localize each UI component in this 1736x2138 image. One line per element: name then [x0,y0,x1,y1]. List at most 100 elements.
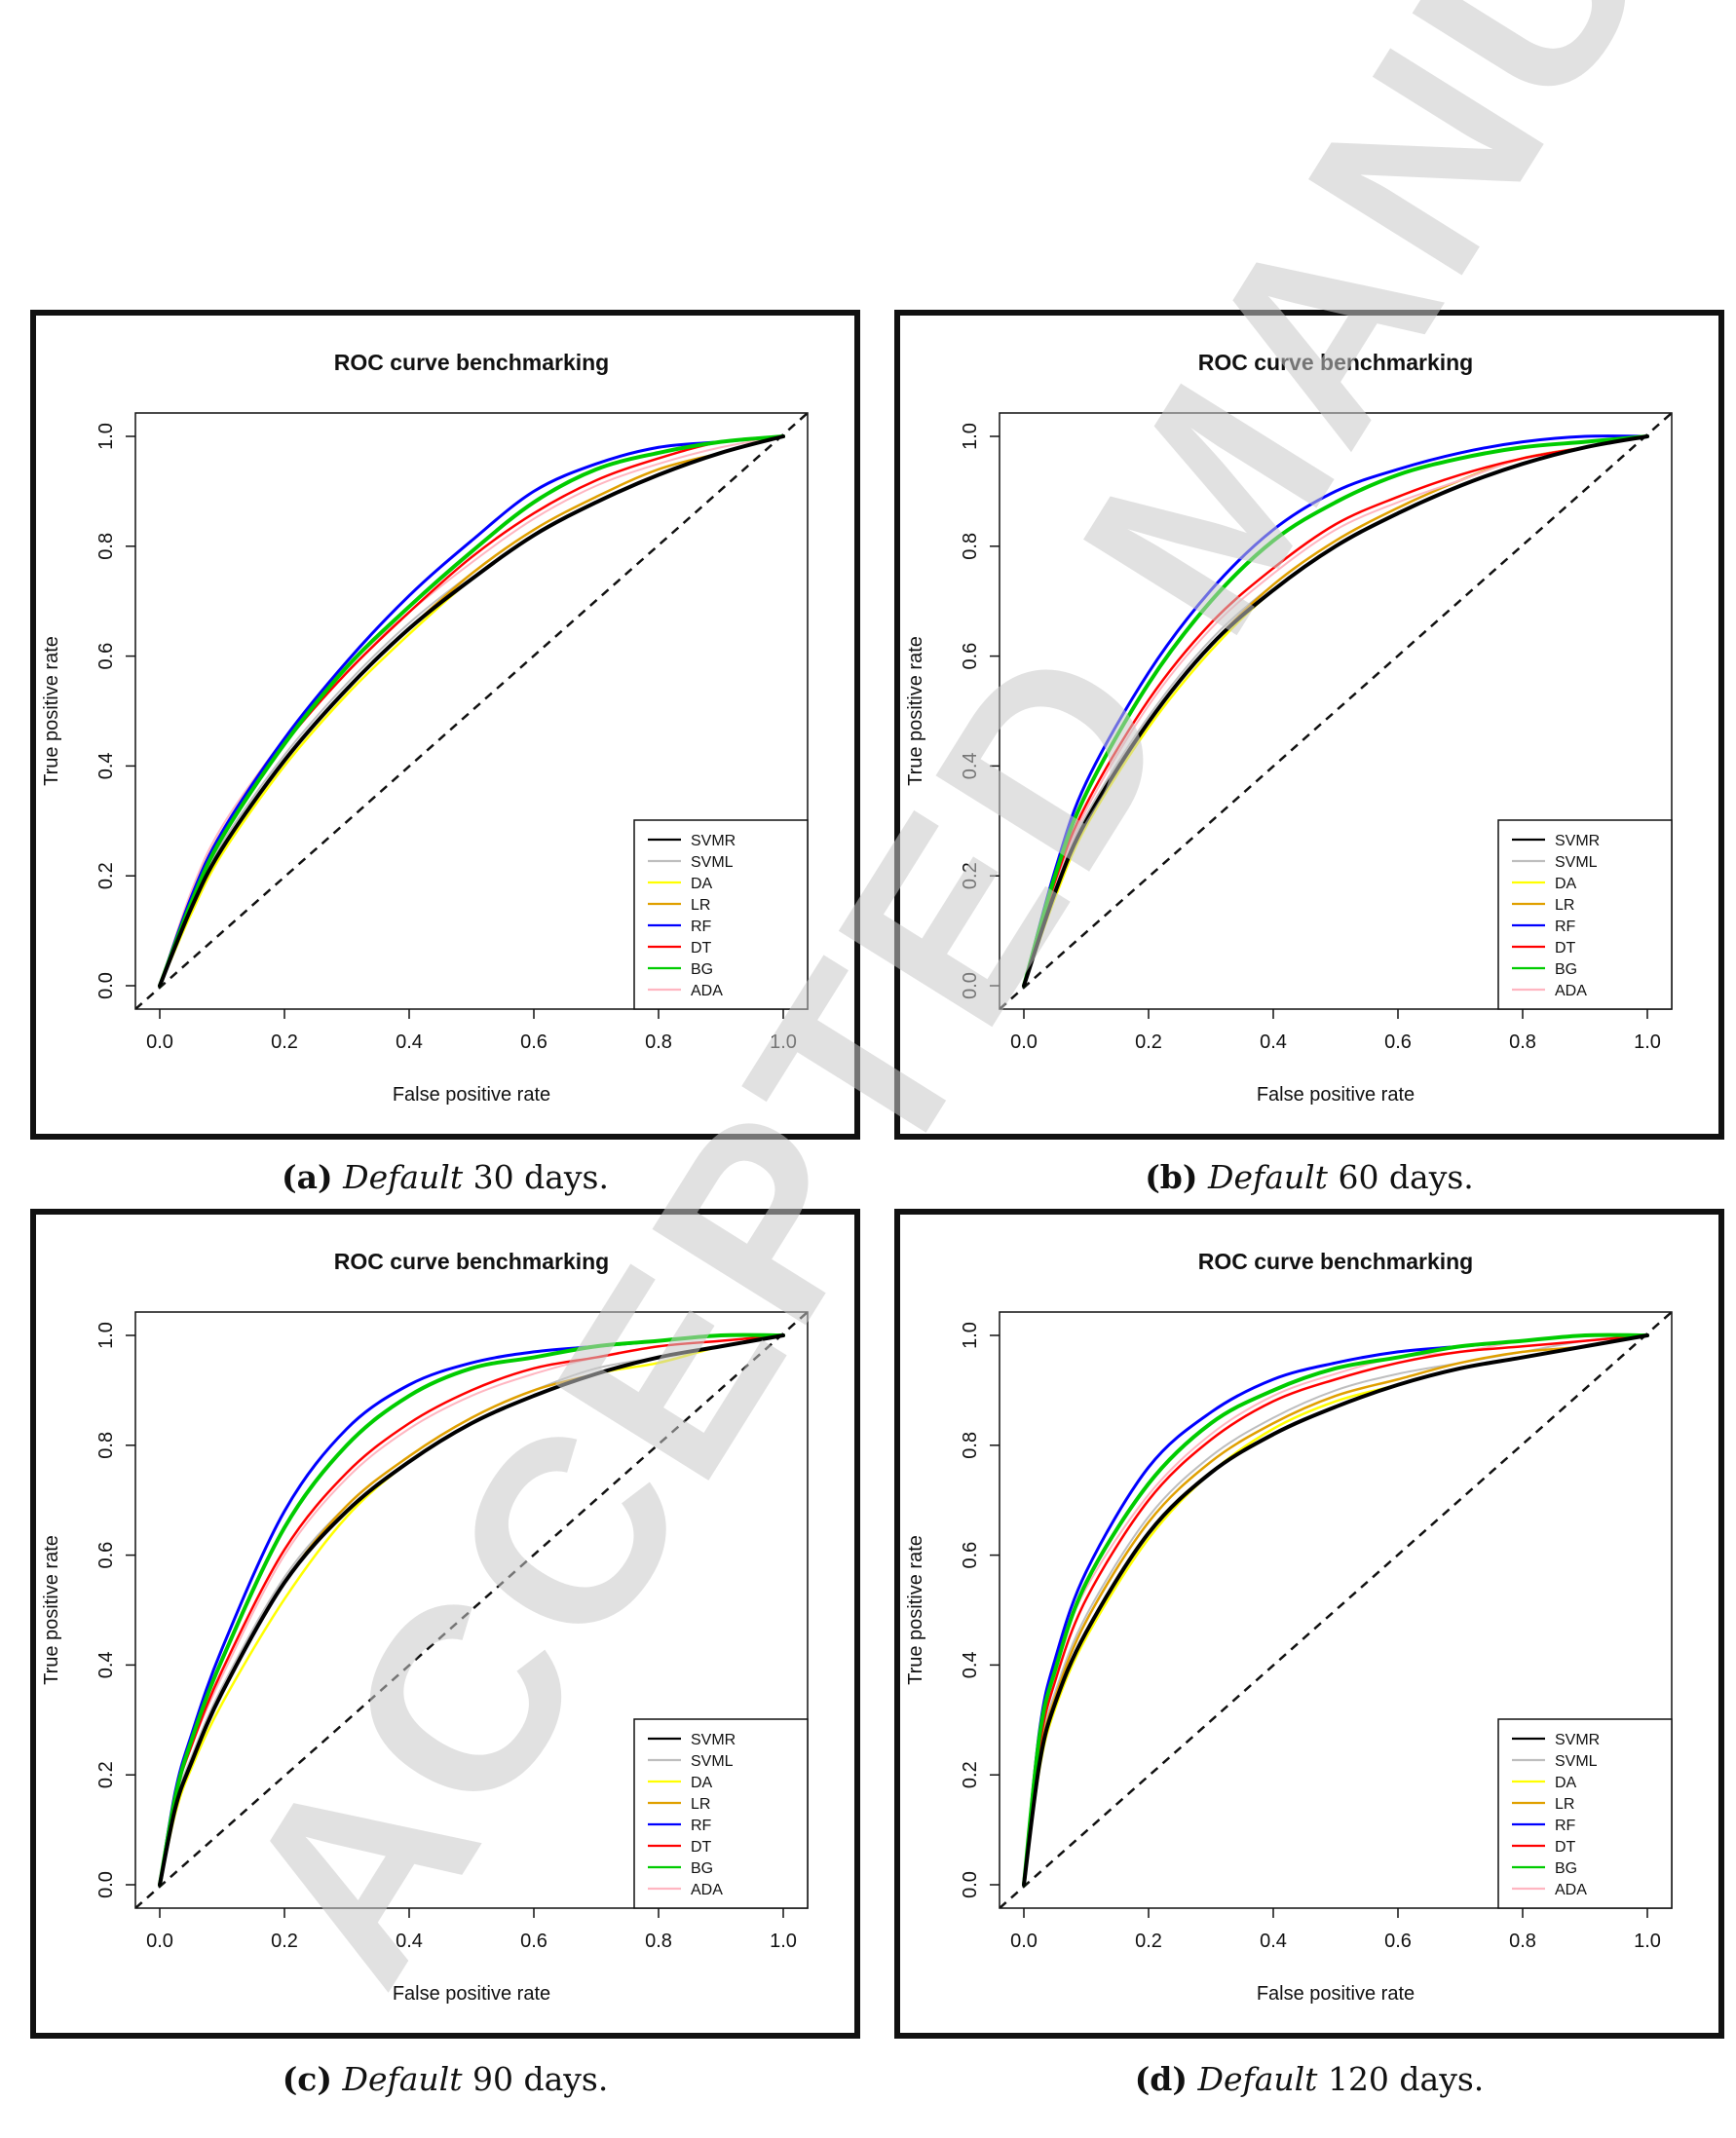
plot-frame [134,412,809,1010]
x-tick-label: 0.8 [1509,1931,1536,1952]
y-tick-label: 0.6 [95,643,117,670]
legend-box [633,1718,809,1909]
legend-label: DA [1555,1775,1577,1791]
caption-b: (b) Default 60 days. [890,1158,1728,1196]
x-axis-label: False positive rate [1257,1084,1415,1106]
y-tick-label: 1.0 [95,1322,117,1349]
legend-box [1497,819,1673,1010]
legend-label: DA [691,876,713,892]
y-tick-label: 0.4 [960,1651,981,1678]
x-tick-label: 0.6 [520,1931,547,1952]
y-tick-label: 0.4 [95,752,117,779]
diagonal-reference-line [135,1312,808,1908]
x-tick-label: 0.2 [1135,1931,1162,1952]
legend-label: SVMR [691,1732,736,1748]
caption-label: (d) [1134,2060,1188,2098]
legend-label: SVML [1555,854,1598,871]
y-axis-label: True positive rate [905,636,926,786]
caption-label: (a) [282,1158,333,1196]
y-tick-label: 0.8 [960,533,981,560]
roc-curve-svmr [1022,1333,1649,1887]
legend-label: SVMR [1555,1732,1600,1748]
roc-curve-bg [158,434,785,988]
roc-curve-svmr [158,1333,785,1887]
legend-label: SVMR [1555,833,1600,849]
plot-frame [999,412,1673,1010]
caption-text: 30 days. [463,1158,609,1196]
legend-label: BG [691,1860,713,1877]
y-tick-label: 1.0 [960,423,981,450]
chart-title: ROC curve benchmarking [334,1249,609,1274]
legend-label: LR [691,1796,710,1813]
roc-curve-svmr [1022,434,1649,988]
legend-label: DT [691,940,712,956]
caption-label: (b) [1145,1158,1198,1196]
y-tick-label: 0.8 [95,533,117,560]
y-tick-label: 0.6 [95,1542,117,1569]
legend-label: ADA [1555,1882,1587,1898]
legend-label: RF [691,1818,712,1834]
chart-title: ROC curve benchmarking [1198,350,1473,375]
roc-panel-d: ROC curve benchmarking 0.0 0.2 0.4 0.6 0.8 1.0… [894,1209,1724,2039]
x-tick-label: 0.0 [146,1031,173,1053]
caption-text: 120 days. [1317,2060,1485,2098]
caption-emphasis: Default [1208,1158,1328,1196]
x-tick-label: 1.0 [770,1031,797,1053]
x-tick-label: 0.6 [520,1031,547,1053]
caption-a: (a) Default 30 days. [26,1158,864,1196]
y-tick-label: 0.8 [95,1432,117,1459]
y-tick-label: 0.0 [95,972,117,999]
x-tick-label: 0.4 [1260,1031,1287,1053]
legend-label: BG [691,961,713,978]
caption-emphasis: Default [343,1158,464,1196]
y-axis-label: True positive rate [41,1535,62,1685]
caption-d: (d) Default 120 days. [890,2060,1728,2098]
legend-label: ADA [691,983,723,999]
legend-label: DA [691,1775,713,1791]
roc-curve-svmr [158,434,785,988]
roc-curve-rf [158,434,785,988]
legend-label: BG [1555,961,1577,978]
caption-c: (c) Default 90 days. [26,2060,864,2098]
roc-panel-b: ROC curve benchmarking 0.0 0.2 0.4 0.6 0.8 1.0… [894,310,1724,1140]
diagonal-reference-line [1000,413,1672,1009]
legend-label: SVMR [691,833,736,849]
legend-label: ADA [691,1882,723,1898]
x-tick-label: 0.4 [1260,1931,1287,1952]
y-tick-label: 1.0 [95,423,117,450]
y-tick-label: 0.8 [960,1432,981,1459]
y-tick-label: 0.4 [95,1651,117,1678]
roc-chart-svg: ROC curve benchmarking 0.0 0.2 0.4 0.6 0.8 1.0… [41,350,809,1106]
y-tick-label: 0.2 [960,1761,981,1788]
y-tick-label: 1.0 [960,1322,981,1349]
x-tick-label: 0.8 [1509,1031,1536,1053]
caption-emphasis: Default [342,2060,463,2098]
legend-label: ADA [1555,983,1587,999]
y-tick-label: 0.0 [960,972,981,999]
x-axis-label: False positive rate [393,1983,550,2005]
plot-frame [134,1311,809,1909]
legend-label: LR [691,897,710,914]
x-tick-label: 1.0 [1634,1031,1661,1053]
y-tick-label: 0.6 [960,643,981,670]
roc-curve-bg [1022,1332,1649,1887]
roc-curve-bg [1022,434,1649,988]
legend-label: RF [691,919,712,935]
roc-curve-dt [1022,434,1649,988]
roc-curve-rf [1022,434,1649,988]
x-tick-label: 0.0 [1010,1931,1038,1952]
y-tick-label: 0.0 [95,1871,117,1898]
roc-chart-svg: ROC curve benchmarking 0.0 0.2 0.4 0.6 0.8 1.0… [41,1249,809,2005]
x-tick-label: 1.0 [1634,1931,1661,1952]
plot-frame [999,1311,1673,1909]
x-tick-label: 0.8 [645,1031,672,1053]
roc-panel-c: ROC curve benchmarking 0.0 0.2 0.4 0.6 0.8 1.0… [30,1209,860,2039]
x-tick-label: 0.0 [146,1931,173,1952]
x-tick-label: 0.4 [396,1931,423,1952]
caption-label: (c) [282,2060,333,2098]
legend-label: DT [691,1839,712,1856]
roc-chart-svg: ROC curve benchmarking 0.0 0.2 0.4 0.6 0.8 1.0… [905,1249,1673,2005]
caption-text: 60 days. [1327,1158,1474,1196]
legend-label: DA [1555,876,1577,892]
legend-box [1497,1718,1673,1909]
